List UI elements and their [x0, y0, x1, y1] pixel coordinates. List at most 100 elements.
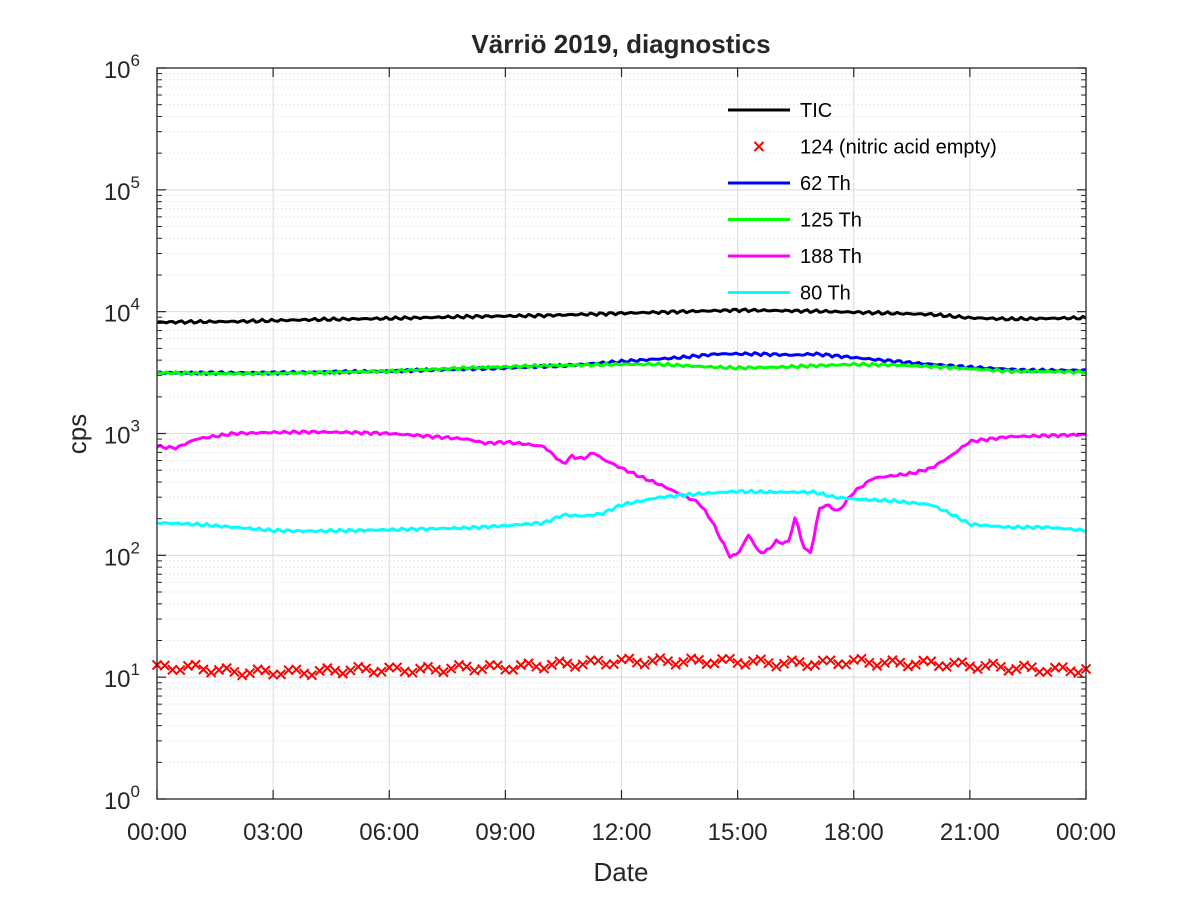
series-marker: [1018, 660, 1030, 671]
series-marker: [964, 661, 976, 672]
series-marker: [546, 659, 558, 670]
series-marker: [987, 658, 999, 669]
series-marker: [662, 655, 674, 667]
series-marker: [871, 660, 883, 671]
series-marker: [500, 664, 511, 675]
y-tick-label: 104: [104, 295, 140, 328]
series-marker: [407, 667, 418, 678]
series-marker: [190, 659, 201, 670]
series-marker: [655, 653, 666, 664]
series-marker: [925, 656, 937, 667]
series-marker: [778, 658, 790, 669]
x-tick-label: 00:00: [127, 819, 187, 846]
x-tick-label: 09:00: [475, 819, 535, 846]
series-marker: [879, 657, 890, 669]
series-marker: [531, 661, 542, 672]
x-tick-label: 12:00: [591, 819, 651, 846]
series-marker: [763, 657, 774, 669]
series-line-tic: [156, 307, 1087, 325]
series-marker: [972, 663, 983, 675]
series-marker: [538, 663, 550, 674]
series-marker: [213, 664, 225, 676]
series-marker: [716, 653, 728, 665]
series-marker: [593, 655, 604, 666]
series-marker: [306, 669, 318, 681]
series-marker: [825, 655, 836, 666]
series-marker: [562, 658, 573, 669]
series-marker: [1073, 667, 1084, 679]
series-marker: [894, 657, 906, 668]
legend-entry-label: 80 Th: [800, 283, 851, 305]
series-marker: [755, 654, 767, 665]
y-axis-label: cps: [62, 414, 92, 454]
series-marker: [453, 659, 465, 671]
series-marker: [709, 658, 720, 669]
series-marker: [175, 664, 186, 676]
x-tick-label: 21:00: [940, 819, 1000, 846]
series-marker: [391, 662, 403, 673]
series-marker: [771, 661, 782, 672]
series-marker: [167, 664, 178, 676]
series-marker: [678, 656, 689, 668]
y-tick-label: 106: [104, 51, 140, 84]
series-marker: [329, 665, 341, 676]
series-marker: [941, 661, 952, 672]
series-marker: [724, 653, 736, 665]
y-tick-label: 103: [104, 417, 140, 450]
x-axis-label: Date: [594, 857, 649, 887]
series-marker: [956, 656, 968, 668]
series-marker: [430, 664, 441, 676]
series-marker: [639, 659, 650, 670]
series-marker: [376, 666, 387, 677]
series-marker: [740, 659, 751, 670]
series-marker: [647, 655, 658, 666]
series-marker: [1034, 666, 1045, 678]
y-tick-label: 105: [104, 173, 140, 206]
series-marker: [747, 655, 759, 667]
series-marker: [910, 659, 921, 670]
series-line-125-th: [156, 361, 1087, 377]
series-marker: [384, 662, 395, 673]
series-marker: [461, 661, 472, 672]
series-marker: [337, 668, 349, 679]
series-marker: [221, 662, 232, 674]
series-marker: [840, 659, 852, 670]
series-marker: [507, 664, 519, 675]
series-marker: [1042, 666, 1053, 678]
series-marker: [577, 659, 588, 670]
series-marker: [1057, 662, 1068, 673]
series-marker: [887, 655, 898, 666]
legend-entry-label: TIC: [800, 100, 832, 122]
series-marker: [476, 663, 488, 675]
series-marker: [554, 656, 565, 667]
series-marker: [445, 663, 457, 674]
series-marker: [1065, 666, 1076, 677]
series-marker: [1026, 662, 1038, 673]
series-marker: [422, 661, 434, 672]
series-marker: [864, 657, 875, 669]
x-tick-label: 15:00: [708, 819, 768, 846]
series-marker: [608, 658, 619, 670]
x-tick-label: 03:00: [243, 819, 303, 846]
ticks-layer: 100 101 102 103 104 105 106 00:00 03:00 06:00 09:0…: [104, 51, 1116, 846]
series-marker: [523, 658, 534, 669]
series-marker: [902, 661, 914, 672]
series-marker: [236, 670, 248, 681]
legend-entry-label: 188 Th: [800, 246, 862, 268]
series-marker: [244, 667, 256, 679]
series-marker: [314, 665, 325, 677]
series-marker: [685, 653, 697, 664]
series-marker: [995, 661, 1007, 673]
series-marker: [732, 657, 743, 669]
series-marker: [794, 657, 805, 668]
y-tick-label: 100: [104, 782, 140, 815]
series-marker: [817, 655, 828, 666]
x-tick-label: 06:00: [359, 819, 419, 846]
series-marker: [856, 653, 867, 664]
x-tick-label: 18:00: [824, 819, 884, 846]
series-line-188-th: [156, 429, 1087, 559]
series-marker: [1011, 663, 1022, 675]
series-marker: [353, 661, 364, 673]
